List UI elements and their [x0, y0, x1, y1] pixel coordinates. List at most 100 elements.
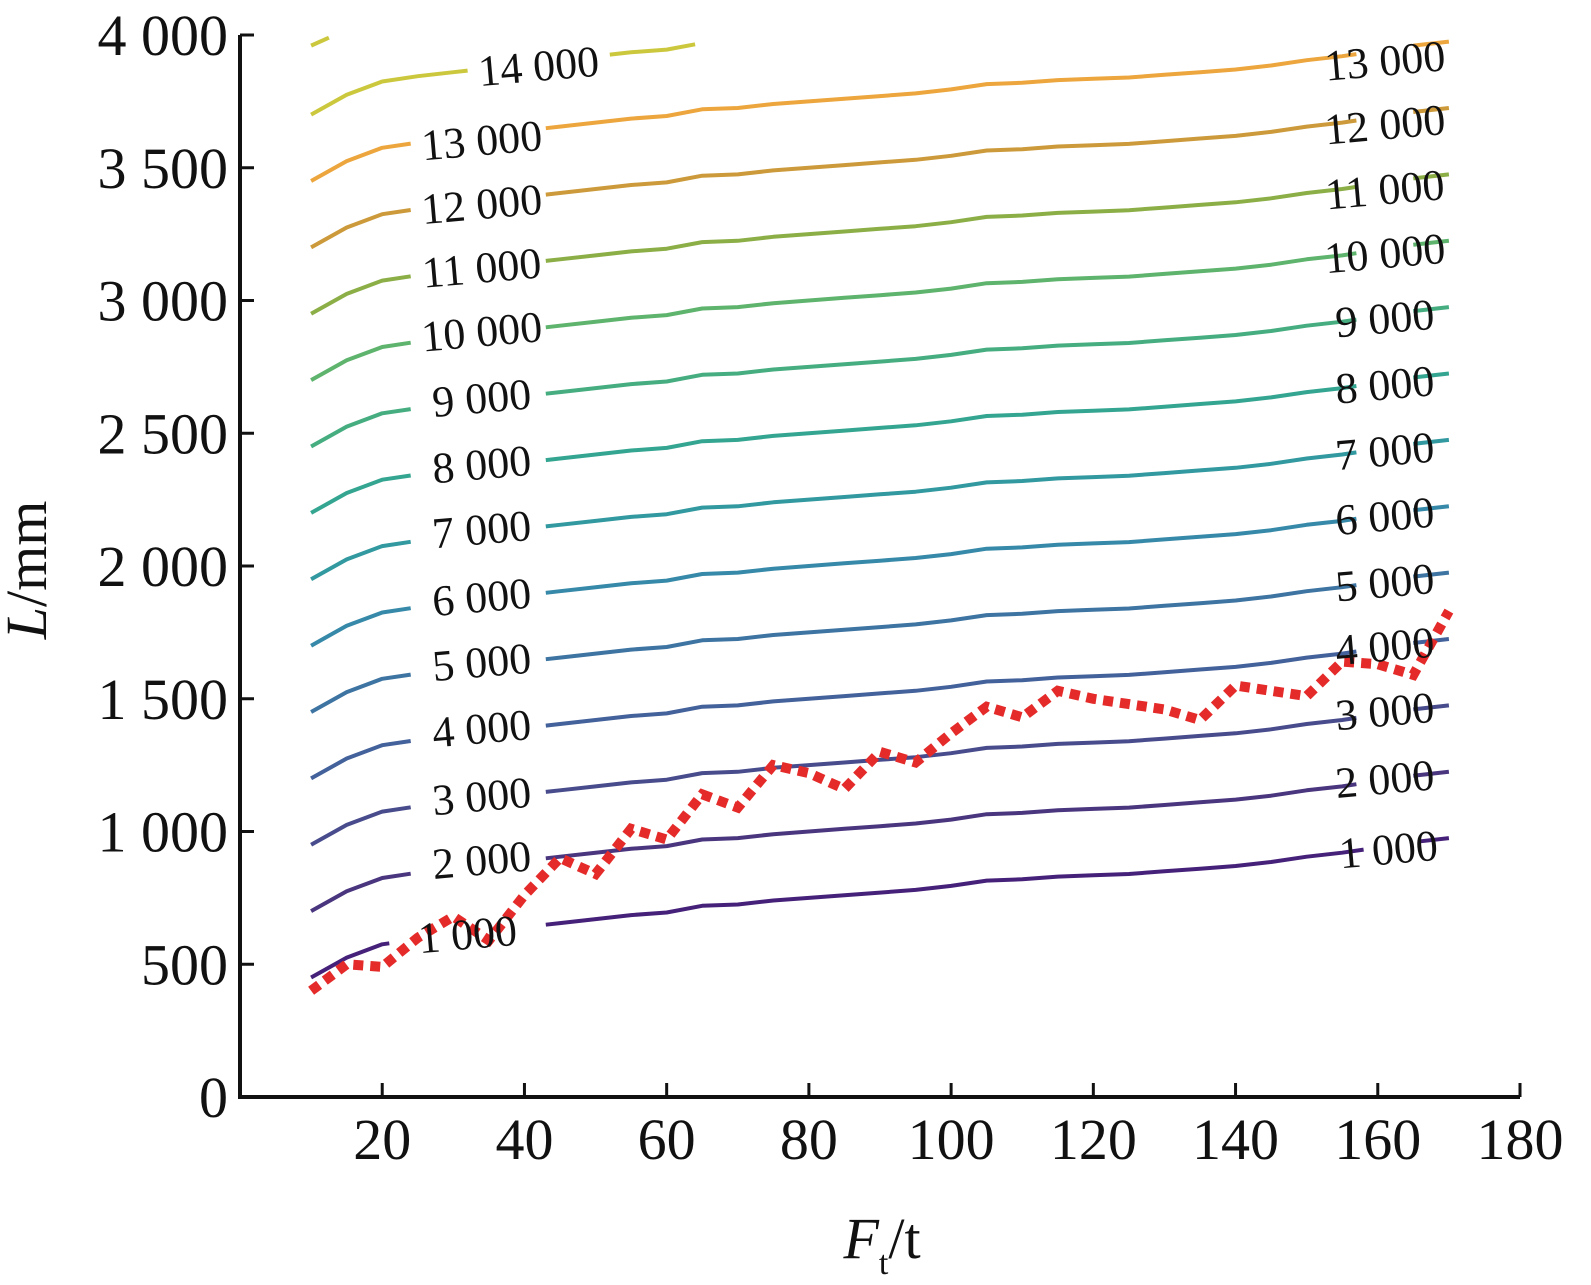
x-axis-title: Ft/t	[842, 1206, 920, 1280]
contour-label: 12 000	[419, 175, 544, 234]
contour-label: 8 000	[430, 436, 533, 493]
contour-label: 8 000	[1333, 356, 1436, 413]
y-tick-label: 1 500	[98, 667, 229, 732]
contour-line	[1413, 570, 1450, 579]
y-tick-label: 3 000	[98, 269, 229, 334]
x-tick-label: 140	[1192, 1107, 1279, 1172]
contour-label: 11 000	[420, 239, 543, 298]
contour-label: 7 000	[1333, 423, 1436, 480]
contour-line	[310, 805, 411, 847]
contour-line	[545, 516, 1357, 595]
y-tick-label: 3 500	[98, 136, 229, 201]
contour-line	[1420, 836, 1450, 844]
contour-line	[310, 941, 390, 980]
contour-line	[545, 184, 1357, 263]
x-axis-title-main: F	[842, 1206, 879, 1271]
contour-line	[310, 739, 411, 781]
contour-line	[310, 871, 411, 913]
contour-line	[545, 450, 1357, 529]
contour-lines	[310, 35, 1450, 980]
contour-label: 3 000	[1333, 683, 1436, 740]
contour-label: 5 000	[430, 634, 533, 691]
contour-label: 6 000	[430, 569, 533, 626]
y-ticks: 0 500 1 000 1 500 2 000 2 500 3 000 3 500 4 000	[98, 3, 254, 1130]
contour-line	[1413, 371, 1450, 380]
contour-line	[1413, 172, 1450, 181]
contour-line	[310, 407, 411, 449]
contour-line	[310, 274, 411, 316]
y-tick-label: 2 500	[98, 401, 229, 466]
contour-line	[1413, 769, 1450, 778]
contour-label: 2 000	[1333, 751, 1436, 808]
contour-line	[310, 68, 468, 117]
y-axis-title-main: L	[0, 607, 59, 640]
contour-line	[545, 782, 1357, 861]
y-tick-label: 0	[199, 1065, 228, 1130]
contour-line	[545, 317, 1357, 396]
x-tick-label: 160	[1334, 1107, 1421, 1172]
contour-line	[1413, 106, 1450, 114]
x-tick-label: 120	[1050, 1107, 1137, 1172]
contour-label: 7 000	[430, 501, 533, 558]
contour-label: 4 000	[1333, 618, 1436, 675]
contour-line	[545, 583, 1357, 662]
contour-line	[310, 208, 411, 250]
y-tick-label: 1 000	[98, 800, 229, 865]
contour-line	[545, 384, 1357, 463]
dashed-series	[308, 608, 1454, 995]
contour-line	[545, 251, 1357, 330]
contour-line	[1413, 238, 1450, 247]
contour-line	[1413, 504, 1450, 513]
contour-line	[545, 52, 1357, 131]
contour-line	[1413, 305, 1450, 314]
dashed-series-line	[308, 608, 1454, 995]
contour-label: 1 000	[1337, 821, 1440, 878]
contour-line	[545, 118, 1357, 197]
contour-label: 10 000	[419, 302, 544, 361]
contour-label: 12 000	[1322, 95, 1447, 154]
contour-line	[1413, 39, 1450, 48]
x-axis-title-subscript: t	[879, 1245, 889, 1280]
contour-label: 13 000	[419, 111, 544, 170]
contour-line	[310, 340, 411, 382]
x-tick-label: 40	[495, 1107, 553, 1172]
contour-label: 14 000	[476, 37, 601, 96]
contour-label: 1 000	[416, 906, 519, 963]
y-tick-label: 500	[141, 932, 228, 997]
contour-label: 10 000	[1322, 224, 1447, 283]
y-axis-title-unit: /mm	[0, 501, 59, 607]
contour-line	[1413, 703, 1450, 712]
contour-line	[545, 715, 1357, 794]
x-ticks: 20 40 60 80 100 120 140 160 180	[353, 1083, 1564, 1172]
contour-label: 6 000	[1333, 488, 1436, 545]
contour-labels: 1 000 1 000 2 000 2 000 3 000 3 000 4 000 4 000…	[416, 31, 1447, 963]
x-axis-title-unit: /t	[888, 1206, 920, 1271]
contour-label: 4 000	[430, 700, 533, 757]
contour-line	[1413, 437, 1450, 446]
y-tick-label: 4 000	[98, 3, 229, 68]
contour-line	[310, 606, 411, 648]
contour-line	[545, 649, 1357, 728]
contour-label: 9 000	[430, 370, 533, 427]
contour-line	[310, 539, 411, 582]
contour-line	[310, 141, 411, 183]
contour-line	[310, 35, 330, 48]
x-tick-label: 60	[638, 1107, 696, 1172]
contour-label: 2 000	[430, 831, 533, 888]
contour-line	[609, 42, 696, 57]
x-tick-label: 180	[1477, 1107, 1564, 1172]
x-tick-label: 100	[908, 1107, 995, 1172]
x-tick-label: 20	[353, 1107, 411, 1172]
axes: 20 40 60 80 100 120 140 160 180 0 500 1 000 1 500 2 …	[98, 3, 1564, 1172]
y-tick-label: 2 000	[98, 534, 229, 599]
contour-label: 5 000	[1333, 554, 1436, 611]
contour-line	[310, 473, 411, 515]
contour-line	[545, 847, 1364, 927]
contour-label: 13 000	[1322, 31, 1447, 90]
contour-label: 11 000	[1323, 160, 1446, 219]
contour-label: 9 000	[1333, 290, 1436, 347]
x-tick-label: 80	[780, 1107, 838, 1172]
contour-line	[310, 672, 411, 714]
